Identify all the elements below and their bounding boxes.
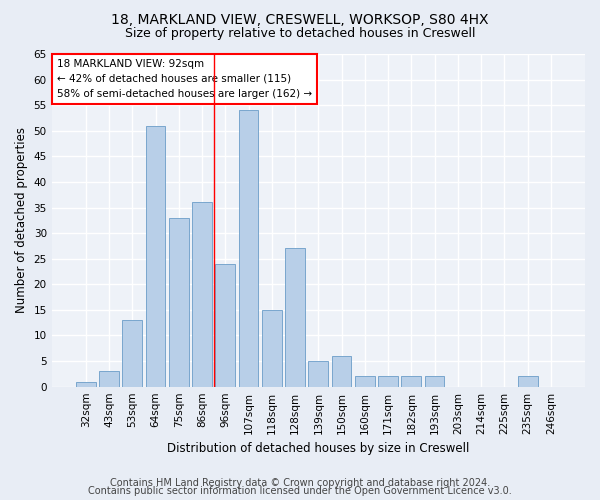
X-axis label: Distribution of detached houses by size in Creswell: Distribution of detached houses by size … [167, 442, 470, 455]
Bar [378, 376, 398, 386]
Bar [518, 376, 538, 386]
Text: Contains HM Land Registry data © Crown copyright and database right 2024.: Contains HM Land Registry data © Crown c… [110, 478, 490, 488]
Bar [192, 202, 212, 386]
Text: Size of property relative to detached houses in Creswell: Size of property relative to detached ho… [125, 28, 475, 40]
Bar [169, 218, 188, 386]
Bar [215, 264, 235, 386]
Bar [308, 361, 328, 386]
Bar [285, 248, 305, 386]
Bar [355, 376, 375, 386]
Bar [99, 372, 119, 386]
Text: 18, MARKLAND VIEW, CRESWELL, WORKSOP, S80 4HX: 18, MARKLAND VIEW, CRESWELL, WORKSOP, S8… [111, 12, 489, 26]
Bar [332, 356, 352, 386]
Bar [122, 320, 142, 386]
Text: 18 MARKLAND VIEW: 92sqm
← 42% of detached houses are smaller (115)
58% of semi-d: 18 MARKLAND VIEW: 92sqm ← 42% of detache… [57, 59, 312, 98]
Bar [401, 376, 421, 386]
Bar [262, 310, 282, 386]
Bar [425, 376, 445, 386]
Bar [146, 126, 166, 386]
Y-axis label: Number of detached properties: Number of detached properties [15, 128, 28, 314]
Text: Contains public sector information licensed under the Open Government Licence v3: Contains public sector information licen… [88, 486, 512, 496]
Bar [239, 110, 259, 386]
Bar [76, 382, 95, 386]
